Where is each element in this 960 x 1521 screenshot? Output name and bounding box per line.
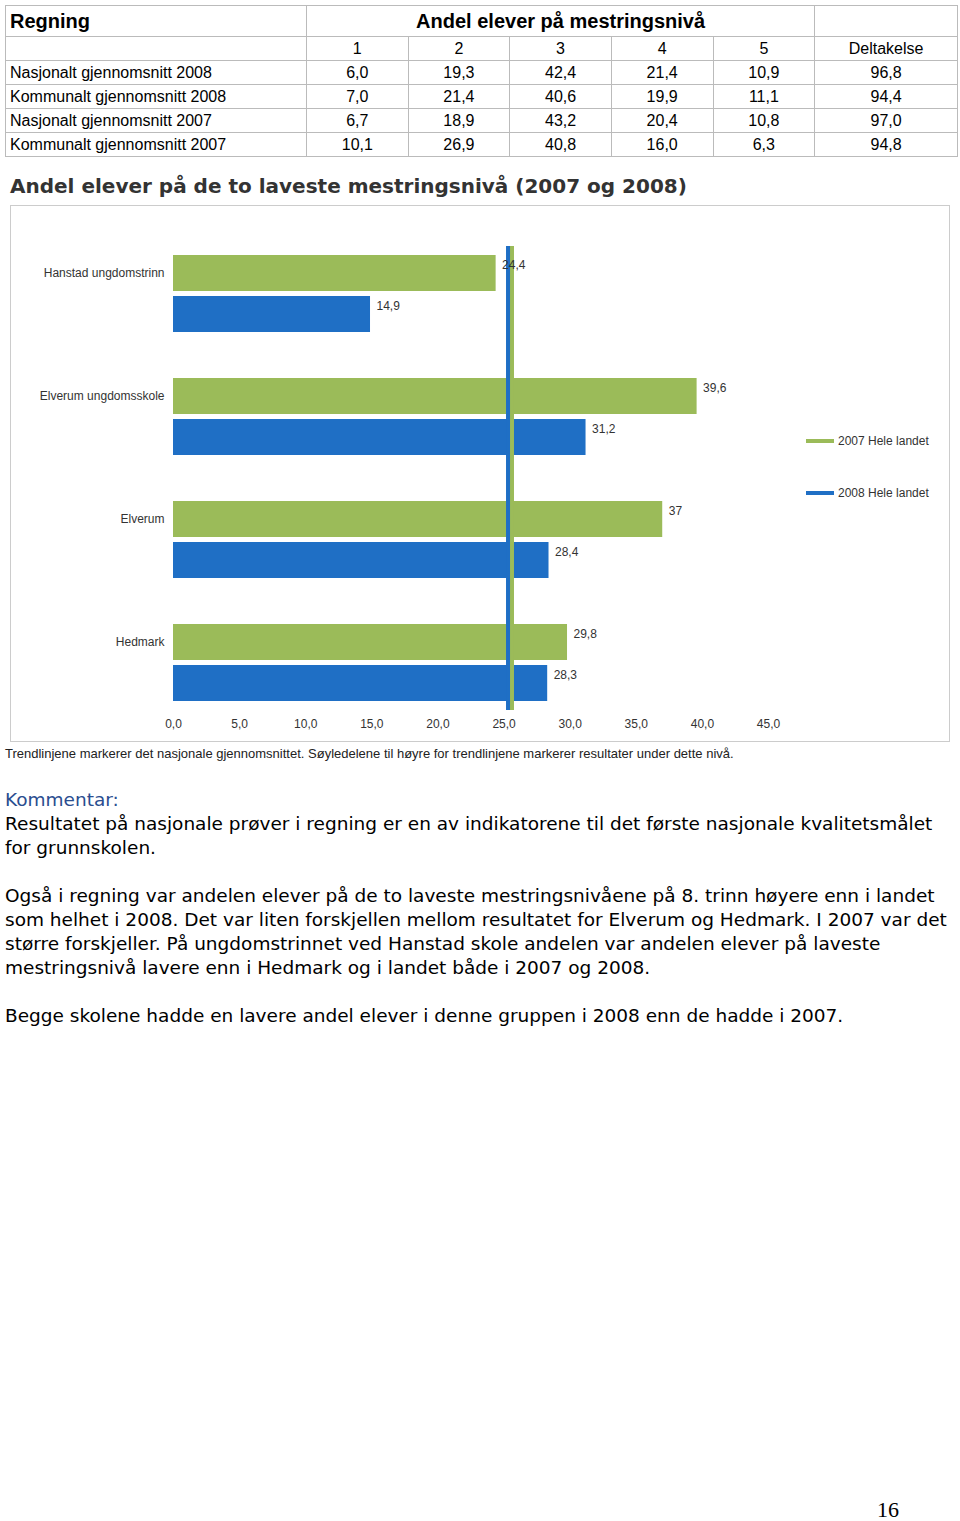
html-text:6,7: 6,7 xyxy=(346,111,369,129)
html-text:1: 1 xyxy=(352,39,362,57)
html-text:16,0: 16,0 xyxy=(646,135,678,153)
svg-text:14,9: 14,9 xyxy=(377,299,401,313)
svg-text:Hedmark: Hedmark xyxy=(116,635,166,649)
html-text:5: 5 xyxy=(759,39,769,57)
svg-text:20,0: 20,0 xyxy=(426,717,450,731)
html-text:3: 3 xyxy=(556,39,565,57)
html-text:Nasjonalt gjennomsnitt 2008: Nasjonalt gjennomsnitt 2008 xyxy=(10,63,212,81)
html-text:43,2: 43,2 xyxy=(545,111,577,129)
html-text:Andel elever på de to laveste: Andel elever på de to laveste mestringsn… xyxy=(10,174,687,198)
html-text:2: 2 xyxy=(454,39,464,57)
svg-text:39,6: 39,6 xyxy=(703,381,727,395)
html-text:16: 16 xyxy=(877,1497,899,1521)
html-text:Deltakelse: Deltakelse xyxy=(848,39,924,57)
html-text:Trendlinjene markerer det nasj: Trendlinjene markerer det nasjonale gjen… xyxy=(5,746,734,761)
html-text:Også i regning var andelen ele: Også i regning var andelen elever på de … xyxy=(5,885,947,978)
svg-text:37: 37 xyxy=(669,504,683,518)
html-text:20,4: 20,4 xyxy=(646,111,678,129)
html-text:26,9: 26,9 xyxy=(443,135,475,153)
html-text:10,8: 10,8 xyxy=(748,111,780,129)
html-text:19,9: 19,9 xyxy=(646,87,678,105)
html-text:6,0: 6,0 xyxy=(346,63,369,81)
html-text:11,1: 11,1 xyxy=(748,87,779,105)
html-text:96,8: 96,8 xyxy=(870,63,902,81)
svg-text:24,4: 24,4 xyxy=(502,258,526,272)
html-text:40,8: 40,8 xyxy=(545,135,577,153)
html-text:6,3: 6,3 xyxy=(752,135,775,153)
html-text:2008 Hele landet: 2008 Hele landet xyxy=(838,486,929,500)
svg-text:Elverum ungdomsskole: Elverum ungdomsskole xyxy=(40,389,165,403)
html-text:21,4: 21,4 xyxy=(646,63,678,81)
svg-text:30,0: 30,0 xyxy=(558,717,582,731)
html-text:Kommunalt gjennomsnitt 2008: Kommunalt gjennomsnitt 2008 xyxy=(10,87,227,105)
html-text:10,1: 10,1 xyxy=(341,135,373,153)
html-text:19,3: 19,3 xyxy=(443,63,475,81)
svg-text:25,0: 25,0 xyxy=(492,717,516,731)
html-text:Andel elever på mestringsnivå: Andel elever på mestringsnivå xyxy=(416,9,706,32)
html-text:94,8: 94,8 xyxy=(870,135,902,153)
html-text:Resultatet på nasjonale prøver: Resultatet på nasjonale prøver i regning… xyxy=(5,813,933,858)
svg-text:28,3: 28,3 xyxy=(554,668,578,682)
html-text:21,4: 21,4 xyxy=(443,87,475,105)
html-text:Kommunalt gjennomsnitt 2007: Kommunalt gjennomsnitt 2007 xyxy=(10,135,227,153)
html-text:Nasjonalt gjennomsnitt 2007: Nasjonalt gjennomsnitt 2007 xyxy=(10,111,212,129)
svg-text:45,0: 45,0 xyxy=(757,717,781,731)
svg-text:28,4: 28,4 xyxy=(555,545,579,559)
html-text:42,4: 42,4 xyxy=(545,63,577,81)
svg-text:Elverum: Elverum xyxy=(120,512,164,526)
svg-text:35,0: 35,0 xyxy=(625,717,649,731)
html-text:Kommentar:: Kommentar: xyxy=(5,789,119,810)
svg-text:Hanstad ungdomstrinn: Hanstad ungdomstrinn xyxy=(44,266,165,280)
html-text:94,4: 94,4 xyxy=(870,87,902,105)
html-text:4: 4 xyxy=(657,39,667,57)
svg-text:31,2: 31,2 xyxy=(592,422,616,436)
svg-text:29,8: 29,8 xyxy=(574,627,598,641)
svg-text:5,0: 5,0 xyxy=(231,717,248,731)
html-text:7,0: 7,0 xyxy=(346,87,369,105)
html-text:Regning: Regning xyxy=(10,9,90,32)
html-text:18,9: 18,9 xyxy=(443,111,475,129)
svg-text:10,0: 10,0 xyxy=(294,717,318,731)
html-text:40,6: 40,6 xyxy=(545,87,577,105)
html-text:97,0: 97,0 xyxy=(870,111,902,129)
svg-text:15,0: 15,0 xyxy=(360,717,384,731)
svg-text:0,0: 0,0 xyxy=(165,717,182,731)
html-text:Begge skolene hadde en lavere: Begge skolene hadde en lavere andel elev… xyxy=(5,1005,844,1026)
html-text:10,9: 10,9 xyxy=(748,63,780,81)
html-text:2007 Hele landet: 2007 Hele landet xyxy=(838,434,929,448)
svg-text:40,0: 40,0 xyxy=(691,717,715,731)
